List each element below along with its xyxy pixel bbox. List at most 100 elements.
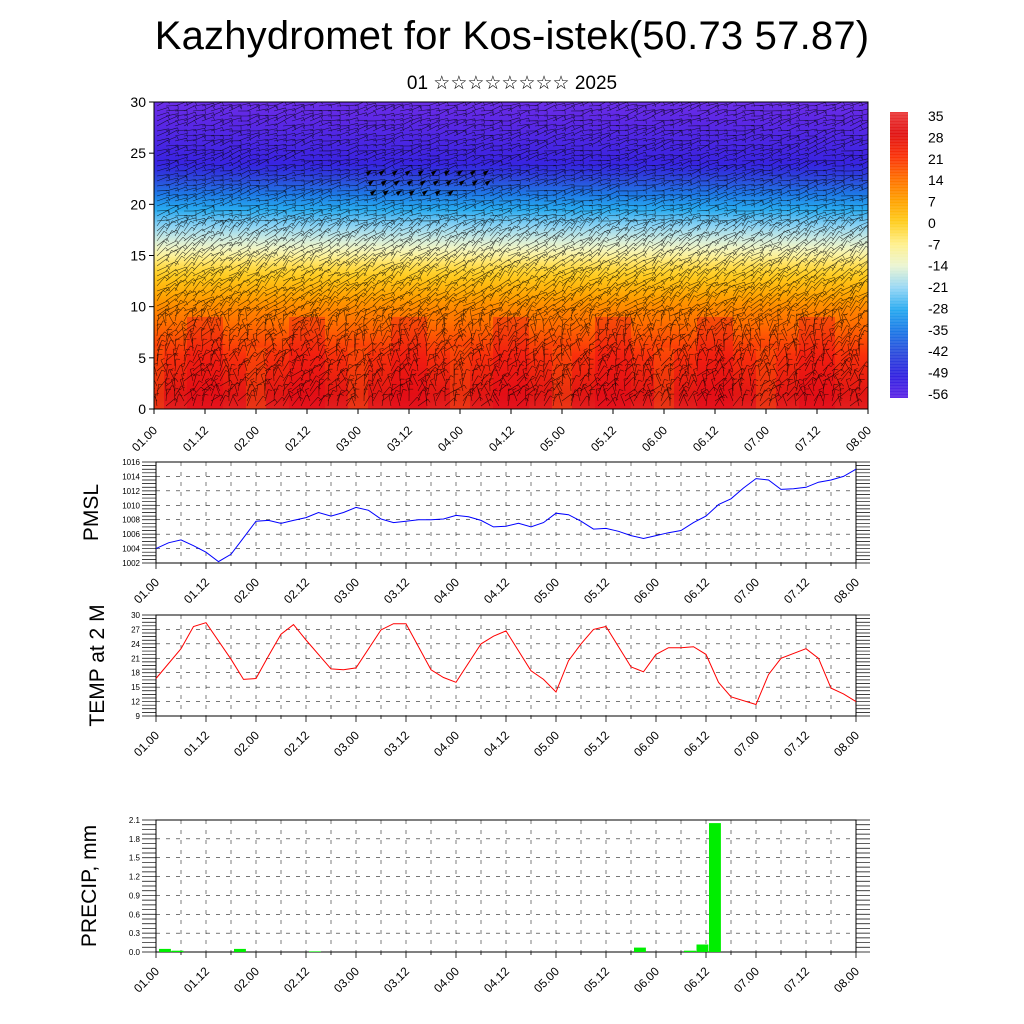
temp-line <box>155 622 857 706</box>
colorbar-label: 14 <box>928 172 944 188</box>
colorbar-bands <box>890 113 908 397</box>
wind-pennant <box>448 190 454 196</box>
y-tick-label: 1.2 <box>129 873 141 882</box>
cool-stripe <box>348 347 368 409</box>
side-ticks <box>142 461 156 564</box>
x-tick-label: 04.12 <box>481 575 512 606</box>
colorbar-label: 35 <box>928 108 944 124</box>
x-tick-label: 03.00 <box>331 964 362 995</box>
x-tick-label: 06.00 <box>631 575 662 606</box>
pmsl-line <box>155 468 857 563</box>
y-tick-label: 1002 <box>122 559 140 568</box>
x-tick-label: 01.12 <box>181 964 212 995</box>
wind-pennant <box>446 180 452 186</box>
wind-pennant <box>435 190 441 196</box>
wind-pennant <box>370 190 376 196</box>
colorbar: 35 28 21 14 7 0 -7 -14 -21 -28 -35 -42 -49 -56 <box>890 108 948 402</box>
x-tick-label: 04.12 <box>481 964 512 995</box>
grid-lines <box>156 614 856 717</box>
wind-pennant <box>472 180 478 186</box>
side-ticks <box>856 461 870 564</box>
x-tick-label: 06.12 <box>681 964 712 995</box>
x-tick-label: 04.00 <box>431 575 462 606</box>
cool-stripe <box>552 347 572 409</box>
y-tick-label: 1014 <box>122 472 140 481</box>
x-tick-label: 04.00 <box>431 728 462 759</box>
chart-subtitle: 01 ☆☆☆☆☆☆☆☆ 2025 <box>406 73 618 94</box>
y-tick-label: 24 <box>131 640 140 649</box>
colorbar-gradient <box>890 112 908 398</box>
wind-pennant <box>407 180 413 186</box>
wind-pennant <box>420 180 426 186</box>
x-tick-label: 07.00 <box>731 964 762 995</box>
x-tick-label: 06.00 <box>631 964 662 995</box>
y-axis-title: PRECIP, mm <box>78 825 101 947</box>
wind-pennant <box>409 190 415 196</box>
y-tick-label: 0.3 <box>129 929 141 938</box>
colorbar-label: -56 <box>928 386 948 402</box>
precip-bar <box>171 950 184 952</box>
x-tick-label: 06.00 <box>631 728 662 759</box>
x-tick-label: 05.00 <box>537 423 568 454</box>
wind-pennant <box>379 170 385 176</box>
x-tick-label: 02.12 <box>281 964 312 995</box>
x-tick-label: 01.00 <box>129 423 160 454</box>
x-tick-label: 03.12 <box>381 575 412 606</box>
x-tick-label: 07.12 <box>781 575 812 606</box>
y-tick-label: 10 <box>130 299 146 315</box>
precip-bar <box>709 823 721 952</box>
y-axis-title: PMSL <box>80 484 103 541</box>
colorbar-label: -14 <box>928 258 948 274</box>
x-tick-label: 03.12 <box>381 728 412 759</box>
x-tick-label: 06.12 <box>681 728 712 759</box>
y-tick-label: 1008 <box>122 516 140 525</box>
colorbar-label: 28 <box>928 129 944 145</box>
colorbar-label: -35 <box>928 322 948 338</box>
x-tick-label: 05.00 <box>531 728 562 759</box>
y-tick-label: 0 <box>138 401 146 417</box>
x-tick-label: 07.12 <box>781 964 812 995</box>
y-tick-label: 21 <box>131 654 140 663</box>
colorbar-label: -42 <box>928 343 948 359</box>
grid-lines <box>156 819 856 953</box>
y-tick-label: 1.8 <box>129 835 141 844</box>
y-tick-label: 20 <box>130 196 146 212</box>
x-tick-label: 08.00 <box>843 423 874 454</box>
x-tick-label: 02.12 <box>282 423 313 454</box>
wind-pennant <box>366 170 372 176</box>
x-tick-label: 05.12 <box>588 423 619 454</box>
y-tick-label: 9 <box>136 712 141 721</box>
wind-pennant <box>422 190 428 196</box>
colorbar-label: 0 <box>928 215 936 231</box>
colorbar-label: 21 <box>928 151 944 167</box>
wind-pennant <box>459 180 465 186</box>
x-tick-label: 02.12 <box>281 575 312 606</box>
y-tick-label: 0.6 <box>129 910 141 919</box>
pmsl-panel: 1002 1004 1006 1008 1010 1012 1014 1016 01.00 01.… <box>80 458 870 606</box>
y-tick-label: 27 <box>131 625 140 634</box>
wind-barb-strokes <box>154 102 868 407</box>
y-tick-label: 30 <box>130 94 146 110</box>
precip-bar <box>159 948 171 952</box>
wind-pennant <box>470 170 476 176</box>
y-tick-label: 15 <box>130 248 146 264</box>
x-ticks <box>155 952 857 958</box>
wind-pennant <box>392 170 398 176</box>
grid-lines <box>156 461 856 564</box>
y-tick-label: 5 <box>138 350 146 366</box>
x-tick-label: 08.00 <box>831 964 862 995</box>
x-tick-label: 05.00 <box>531 575 562 606</box>
x-tick-label: 01.12 <box>180 423 211 454</box>
y-tick-label: 1010 <box>122 501 140 510</box>
y-tick-label: 12 <box>131 698 140 707</box>
x-tick-label: 02.00 <box>231 575 262 606</box>
temp-panel: 9 12 15 18 21 24 27 30 01.00 01.12 02.00 02.12 03.00… <box>86 604 870 759</box>
y-tick-label: 1016 <box>122 458 140 467</box>
x-tick-label: 06.12 <box>690 423 721 454</box>
side-ticks <box>142 819 156 953</box>
x-tick-label: 05.00 <box>531 964 562 995</box>
colorbar-label: -28 <box>928 300 948 316</box>
precip-bar <box>234 948 246 952</box>
y-axis-title: TEMP at 2 M <box>86 604 109 726</box>
x-tick-label: 01.12 <box>181 728 212 759</box>
